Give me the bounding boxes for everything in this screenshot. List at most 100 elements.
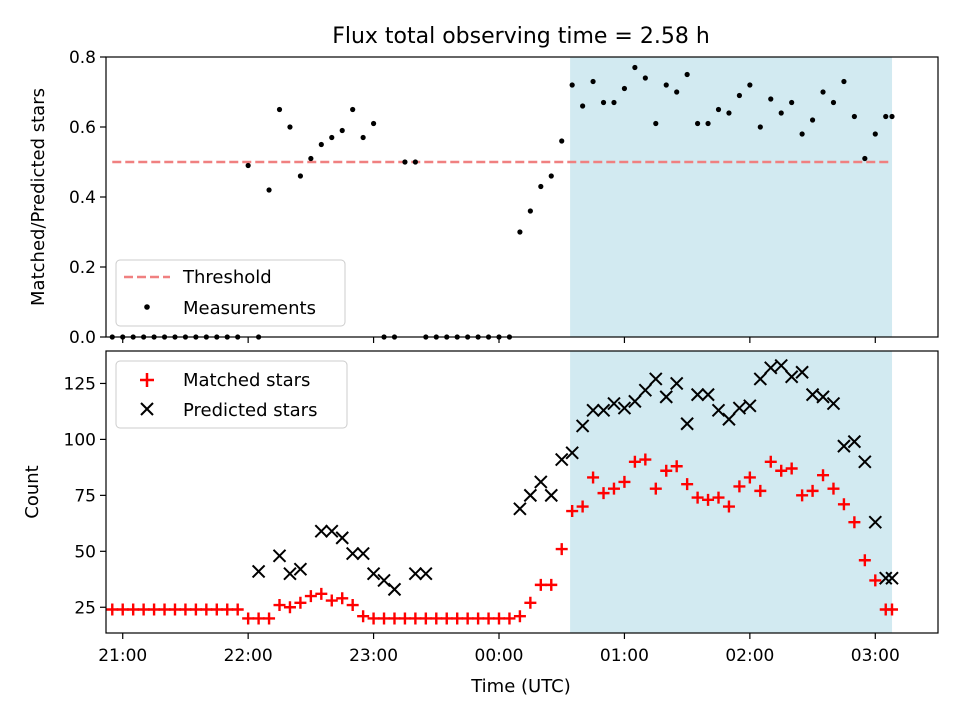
- matched-point: [242, 612, 255, 625]
- predicted-point: [858, 455, 872, 469]
- matched-point: [733, 480, 746, 493]
- matched-point: [681, 478, 694, 491]
- ratio-panel: 0.00.20.40.60.8 Matched/Predicted stars …: [28, 48, 939, 348]
- measurement-point: [778, 110, 784, 116]
- matched-point: [886, 603, 899, 616]
- measurement-point: [768, 96, 774, 102]
- count-panel-xlabel: Time (UTC): [470, 676, 571, 697]
- matched-point: [200, 603, 213, 616]
- y-tick-label: 0.2: [69, 258, 96, 278]
- matched-point: [273, 599, 286, 612]
- matched-point: [597, 487, 610, 500]
- predicted-point: [293, 562, 308, 576]
- matched-point: [722, 500, 735, 513]
- measurement-point: [276, 106, 283, 113]
- y-tick-label: 25: [74, 598, 96, 618]
- measurement-point: [548, 173, 554, 179]
- matched-point: [524, 596, 537, 609]
- matched-point: [607, 482, 620, 495]
- matched-point: [409, 612, 422, 625]
- predicted-point: [732, 401, 747, 415]
- matched-point: [534, 578, 547, 591]
- x-tick-label: 23:00: [349, 646, 398, 666]
- y-tick-label: 50: [74, 542, 96, 562]
- predicted-point: [596, 403, 611, 418]
- matched-point: [116, 603, 129, 616]
- matched-point: [503, 612, 516, 625]
- matched-point: [712, 491, 725, 504]
- measurement-point: [663, 82, 669, 88]
- matched-point: [127, 603, 140, 616]
- matched-point: [346, 599, 359, 612]
- legend-matched-label: Matched stars: [183, 370, 310, 391]
- measurement-point: [611, 99, 617, 106]
- predicted-point: [649, 372, 663, 386]
- matched-point: [472, 612, 485, 625]
- measurement-point: [297, 173, 304, 179]
- matched-point: [388, 612, 401, 625]
- predicted-point: [847, 434, 862, 449]
- measurement-point: [642, 75, 648, 81]
- matched-point: [618, 475, 631, 488]
- predicted-point: [743, 399, 757, 413]
- matched-point: [702, 493, 715, 506]
- matched-point: [576, 500, 589, 513]
- predicted-point: [701, 387, 715, 402]
- y-tick-label: 0.0: [69, 328, 96, 348]
- x-tick-label: 01:00: [600, 646, 649, 666]
- x-tick-label: 03:00: [851, 646, 900, 666]
- legend-box: [115, 360, 348, 429]
- predicted-point: [283, 566, 297, 581]
- predicted-point: [669, 376, 684, 391]
- predicted-point: [314, 524, 329, 538]
- measurement-point: [841, 78, 847, 85]
- predicted-point: [638, 383, 653, 397]
- y-tick-label: 100: [64, 430, 96, 450]
- matched-point: [869, 574, 882, 587]
- matched-point: [179, 603, 192, 616]
- predicted-point: [325, 524, 339, 538]
- legend-measurement-swatch: [144, 304, 150, 310]
- predicted-point: [523, 488, 538, 503]
- matched-point: [210, 603, 223, 616]
- predicted-point: [711, 403, 726, 418]
- measurement-point: [789, 99, 795, 106]
- predicted-point: [805, 387, 820, 402]
- ratio-panel-legend: Threshold Measurements: [115, 259, 346, 327]
- matched-point: [764, 455, 777, 468]
- legend-measurement-label: Measurements: [183, 298, 316, 319]
- matched-point: [430, 612, 443, 625]
- matched-point: [837, 498, 850, 511]
- count-points: [106, 358, 899, 625]
- matched-point: [796, 489, 809, 502]
- matched-point: [106, 603, 119, 616]
- matched-point: [670, 460, 683, 473]
- measurement-point: [350, 106, 356, 113]
- measurement-point: [308, 155, 314, 162]
- legend-threshold-label: Threshold: [182, 267, 272, 288]
- predicted-point: [680, 417, 694, 431]
- matched-point: [555, 543, 568, 556]
- y-tick-label: 125: [64, 374, 96, 394]
- matched-point: [817, 469, 830, 482]
- matched-point: [294, 596, 307, 609]
- predicted-point: [251, 564, 266, 579]
- predicted-point: [586, 403, 600, 418]
- count-panel-ylabel: Count: [22, 465, 43, 518]
- matched-point: [336, 592, 349, 605]
- matched-point: [785, 462, 798, 475]
- measurement-point: [590, 78, 596, 85]
- matched-point: [304, 590, 317, 603]
- predicted-point: [544, 488, 558, 503]
- measurement-point: [862, 155, 868, 162]
- predicted-point: [408, 566, 423, 581]
- matched-point: [775, 464, 788, 477]
- matched-point: [587, 471, 600, 484]
- count-panel-frame: [105, 350, 939, 634]
- chart-title: Flux total observing time = 2.58 h: [332, 24, 710, 49]
- predicted-point: [659, 390, 673, 404]
- predicted-point: [879, 571, 893, 585]
- matched-point: [566, 505, 579, 518]
- predicted-point: [607, 396, 621, 411]
- matched-point: [398, 612, 411, 625]
